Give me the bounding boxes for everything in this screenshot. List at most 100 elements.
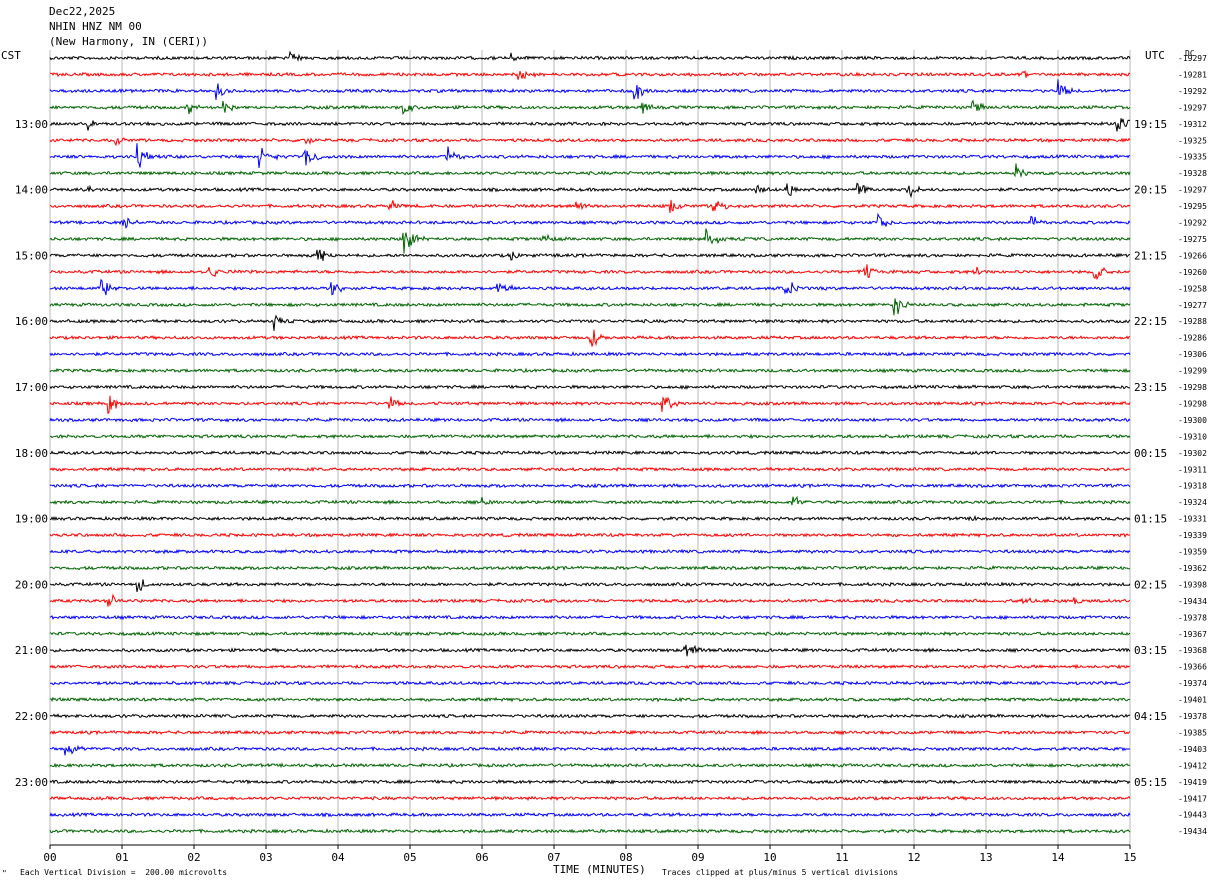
dc-offset-label: -19335 — [1178, 153, 1207, 162]
dc-offset-label: -19266 — [1178, 251, 1207, 260]
seismic-trace — [49, 433, 1131, 440]
x-tick-label: 15 — [1123, 851, 1136, 864]
dc-offset-label: -19417 — [1178, 794, 1207, 803]
dc-offset-label: -19312 — [1178, 120, 1207, 129]
dc-offset-label: -19281 — [1178, 70, 1207, 79]
cst-hour-label: 17:00 — [15, 381, 48, 394]
seismic-trace — [49, 778, 1131, 785]
trace-group — [49, 50, 1131, 835]
seismic-trace — [49, 663, 1130, 670]
dc-offset-label: -19300 — [1178, 416, 1207, 425]
dc-offset-labels: -19297 -19281 -19292 -19297 -19312 -19325 -193… — [1178, 54, 1207, 836]
dc-offset-label: -19434 — [1178, 597, 1207, 606]
seismic-trace — [49, 417, 1131, 423]
dc-offset-label: -19325 — [1178, 136, 1207, 145]
utc-hour-label: 20:15 — [1134, 184, 1167, 197]
utc-hour-label: 19:15 — [1134, 118, 1167, 131]
dc-label: DC — [1185, 49, 1195, 58]
dc-offset-label: -19298 — [1178, 383, 1207, 392]
seismic-trace — [49, 298, 1131, 316]
seismic-trace — [49, 278, 1131, 296]
seismic-trace — [49, 395, 1131, 415]
dc-offset-label: -19324 — [1178, 498, 1207, 507]
dc-offset-label: -19412 — [1178, 761, 1207, 770]
division-note: Each Vertical Division = 200.00 microvol… — [20, 868, 228, 877]
dc-offset-label: -19378 — [1178, 613, 1207, 622]
x-tick-label: 13 — [979, 851, 992, 864]
seismic-trace — [49, 680, 1131, 686]
seismic-trace — [49, 182, 1131, 199]
seismic-trace — [49, 70, 1131, 80]
seismic-trace — [49, 50, 1131, 62]
utc-hour-label: 21:15 — [1134, 249, 1167, 262]
utc-hour-label: 01:15 — [1134, 513, 1167, 526]
clip-note: Traces clipped at plus/minus 5 vertical … — [662, 868, 899, 877]
seismic-trace — [49, 644, 1131, 657]
cst-hour-label: 16:00 — [15, 315, 48, 328]
cst-hour-label: 19:00 — [15, 513, 48, 526]
dc-offset-label: -19295 — [1178, 202, 1207, 211]
x-tick-label: 09 — [691, 851, 704, 864]
seismic-trace — [49, 514, 1131, 522]
seismic-trace — [49, 630, 1131, 637]
seismic-trace — [49, 729, 1131, 736]
dc-offset-label: -19306 — [1178, 350, 1207, 359]
x-tick-label: 03 — [259, 851, 272, 864]
seismic-trace — [49, 696, 1131, 703]
x-tick-label: 11 — [835, 851, 848, 864]
seismic-trace — [49, 593, 1131, 607]
dc-offset-label: -19419 — [1178, 778, 1207, 787]
seismic-trace — [49, 466, 1131, 473]
dc-offset-label: -19359 — [1178, 548, 1207, 557]
dc-offset-label: -19311 — [1178, 465, 1207, 474]
grid-lines — [49, 50, 1131, 845]
seismic-trace — [49, 614, 1131, 621]
utc-hour-label: 05:15 — [1134, 776, 1167, 789]
seismic-trace — [49, 532, 1131, 538]
utc-hour-label: 03:15 — [1134, 644, 1167, 657]
utc-hour-label: 02:15 — [1134, 578, 1167, 591]
x-tick-label: 01 — [115, 851, 128, 864]
seismic-trace — [49, 548, 1131, 555]
seismic-trace — [49, 79, 1131, 100]
utc-hour-label: 22:15 — [1134, 315, 1167, 328]
seismic-trace — [49, 249, 1131, 261]
cst-hour-label: 21:00 — [15, 644, 48, 657]
dc-offset-label: -19297 — [1178, 54, 1207, 63]
dc-offset-label: -19277 — [1178, 301, 1207, 310]
dc-offset-label: -19310 — [1178, 432, 1207, 441]
dc-offset-label: -19362 — [1178, 564, 1207, 573]
seismic-trace — [49, 449, 1131, 456]
seismic-trace — [49, 713, 1131, 719]
cst-hour-labels: 13:00 14:00 15:00 16:00 17:00 18:00 19:00 20:00… — [15, 118, 48, 789]
x-tick-label: 10 — [763, 851, 776, 864]
dc-offset-label: -19403 — [1178, 745, 1207, 754]
seismic-trace — [49, 795, 1131, 802]
right-timezone-label: UTC — [1145, 49, 1165, 62]
dc-offset-label: -19286 — [1178, 334, 1207, 343]
x-tick-label: 14 — [1051, 851, 1065, 864]
utc-hour-label: 00:15 — [1134, 447, 1167, 460]
dc-offset-label: -19292 — [1178, 87, 1207, 96]
seismic-trace — [49, 329, 1131, 347]
x-tick-label: 02 — [187, 851, 200, 864]
cst-hour-label: 15:00 — [15, 249, 48, 262]
seismic-trace — [49, 565, 1131, 571]
dc-offset-label: -19298 — [1178, 399, 1207, 408]
cst-hour-label: 20:00 — [15, 578, 48, 591]
x-tick-label: 05 — [403, 851, 416, 864]
seismic-trace — [49, 314, 1131, 331]
seismic-trace — [49, 828, 1131, 835]
seismic-trace — [49, 367, 1131, 374]
cst-hour-label: 13:00 — [15, 118, 48, 131]
seismic-trace — [49, 228, 1131, 254]
utc-hour-labels: 19:15 20:15 21:15 22:15 23:15 00:15 01:15 02:15… — [1134, 118, 1167, 789]
x-tick-label: 08 — [619, 851, 632, 864]
seismic-trace — [49, 811, 1131, 818]
dc-offset-label: -19374 — [1178, 679, 1207, 688]
location-label: (New Harmony, IN (CERI)) — [49, 35, 208, 48]
seismic-trace — [49, 762, 1131, 769]
seismic-trace — [49, 744, 1131, 756]
seismic-trace — [49, 383, 1130, 390]
seismic-trace — [49, 118, 1131, 132]
